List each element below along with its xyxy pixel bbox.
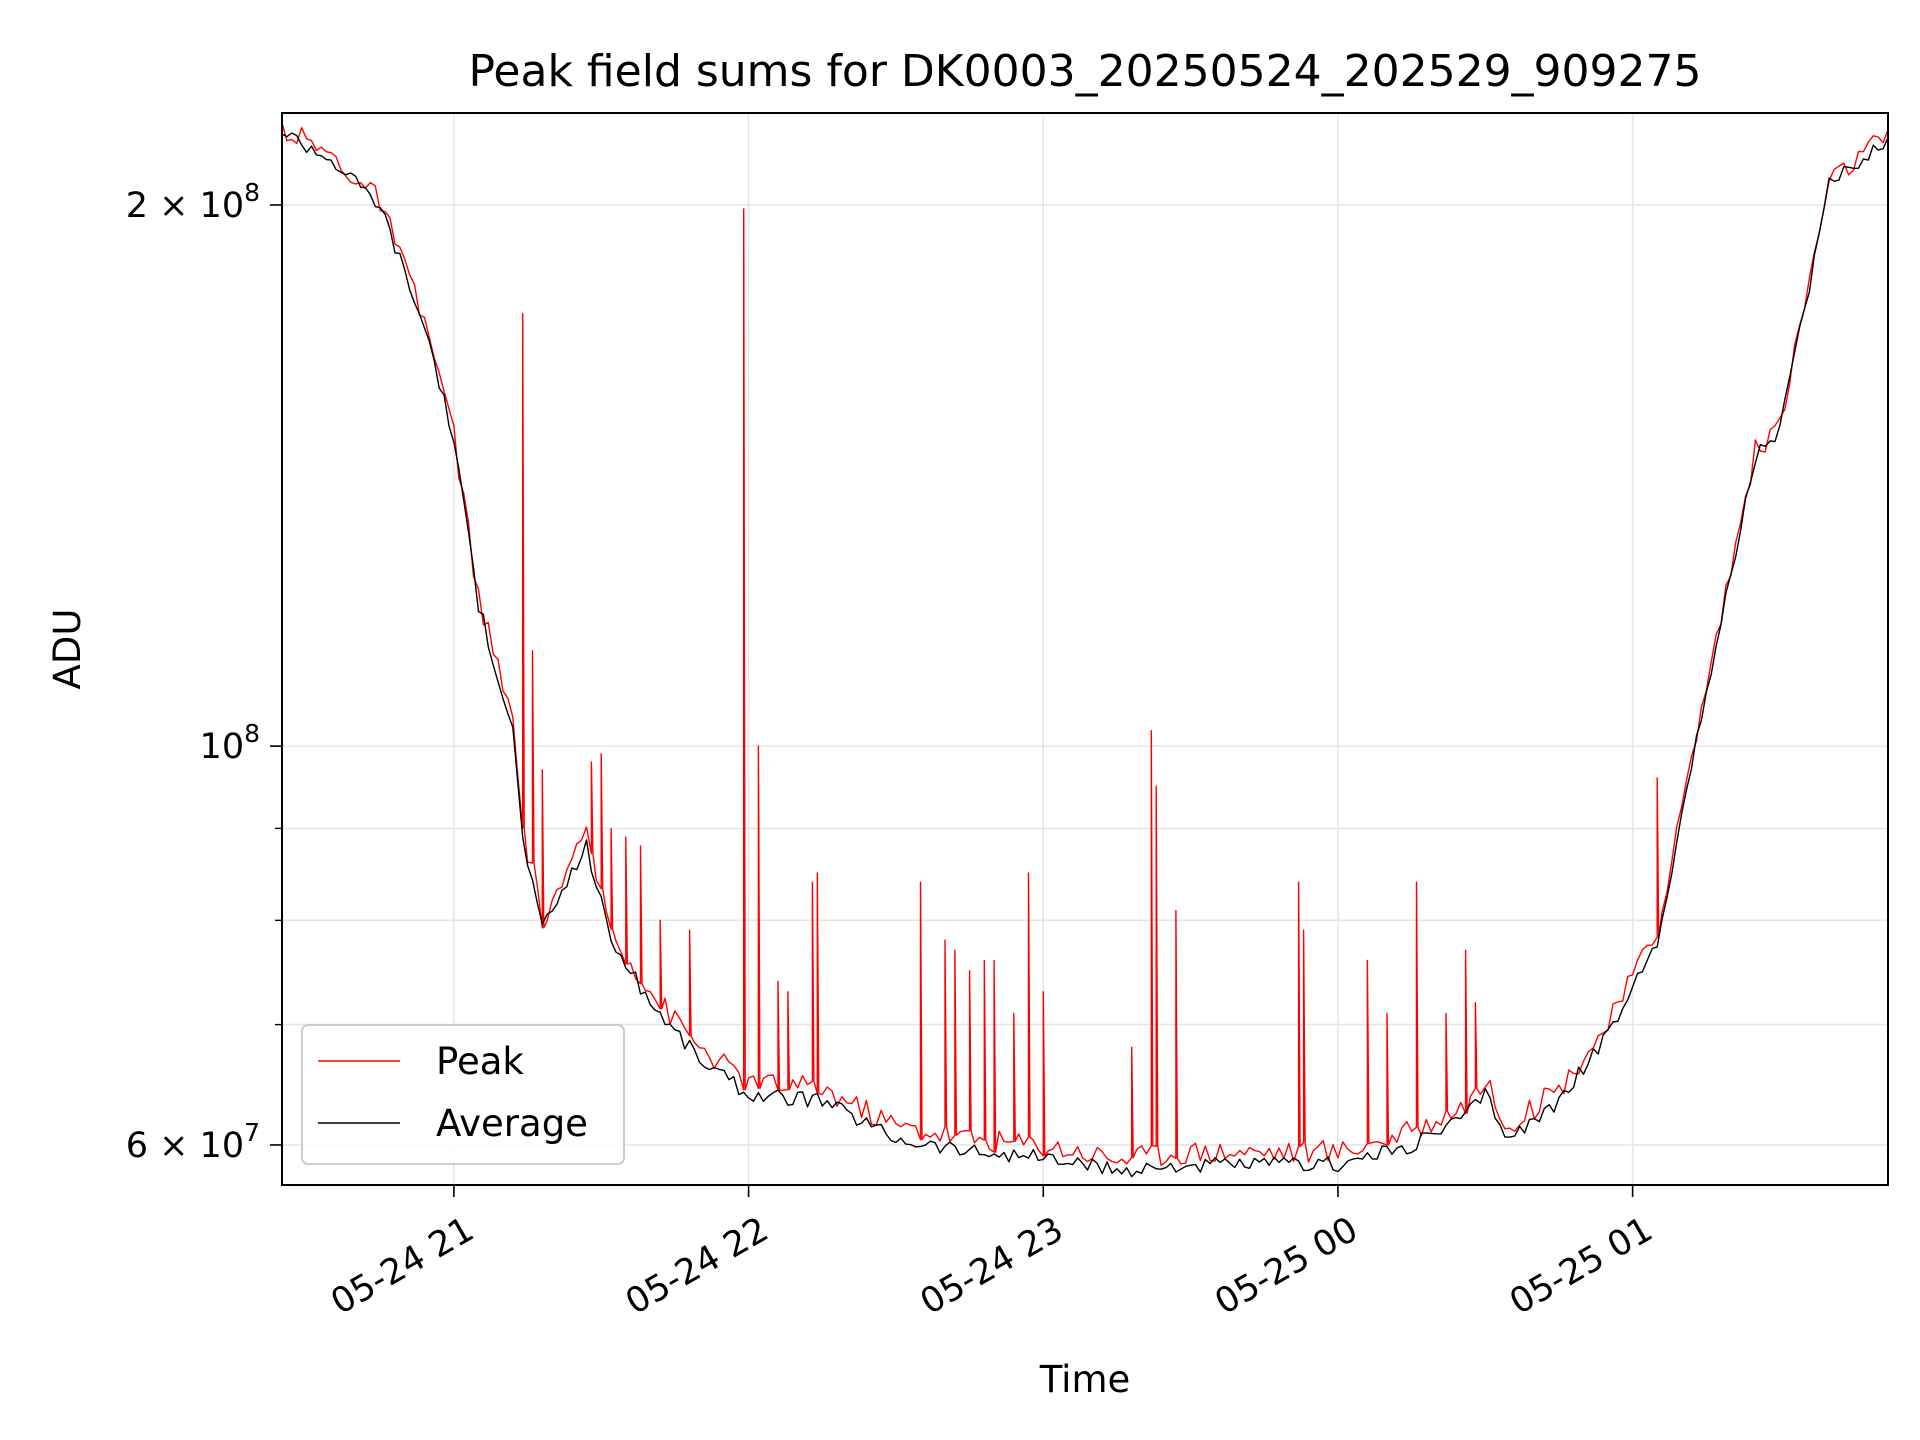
series-line-peak — [282, 122, 1888, 1166]
y-axis: 6 × 107 108 2 × 108 — [126, 178, 282, 1166]
plot-frame — [281, 112, 1889, 1186]
series-layer — [282, 122, 1888, 1178]
legend: Peak Average — [301, 1024, 625, 1165]
legend-label-average: Average — [436, 1102, 588, 1145]
series-line-average — [282, 132, 1888, 1178]
y-tick-label-1: 108 — [200, 719, 260, 767]
legend-label-peak: Peak — [436, 1040, 524, 1083]
chart-title: Peak field sums for DK0003_20250524_2025… — [468, 46, 1701, 97]
legend-box — [301, 1024, 625, 1165]
x-axis-label: Time — [1039, 1358, 1131, 1401]
y-tick-label-2: 2 × 108 — [126, 178, 260, 226]
y-axis-label: ADU — [46, 609, 89, 690]
y-tick-label-0: 6 × 107 — [126, 1118, 260, 1166]
